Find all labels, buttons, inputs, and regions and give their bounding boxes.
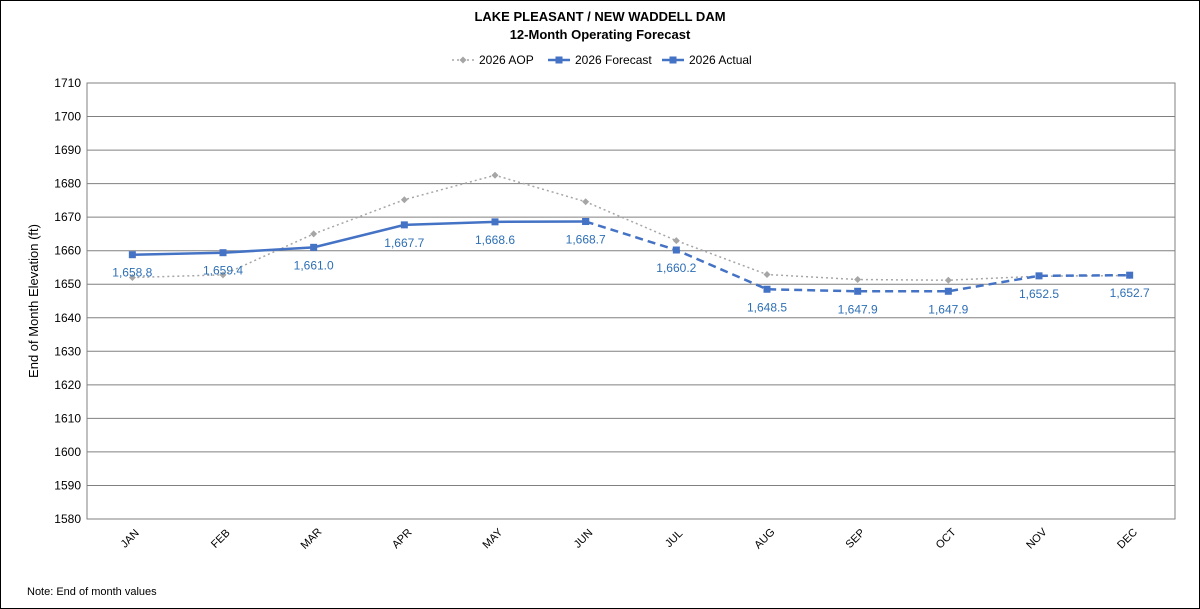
legend: 2026 AOP 2026 Forecast 2026 Actual (452, 53, 752, 67)
data-label: 1,658.8 (112, 266, 152, 280)
data-point (400, 221, 408, 229)
chart-title: LAKE PLEASANT / NEW WADDELL DAM (474, 9, 725, 24)
data-point (128, 274, 136, 282)
y-tick-label: 1680 (54, 177, 81, 191)
data-point (310, 243, 318, 251)
data-point (669, 56, 677, 64)
y-tick-label: 1580 (54, 512, 81, 526)
data-point (219, 271, 227, 279)
legend-item: 2026 Forecast (548, 53, 652, 67)
y-tick-label: 1660 (54, 244, 81, 258)
y-tick-label: 1670 (54, 210, 81, 224)
data-point (400, 196, 408, 204)
x-tick-label: MAR (299, 526, 325, 552)
y-tick-label: 1620 (54, 378, 81, 392)
data-label: 1,652.7 (1110, 286, 1150, 300)
x-tick-label: DEC (1115, 526, 1140, 551)
y-axis-label: End of Month Elevation (ft) (26, 224, 41, 378)
data-point (672, 237, 680, 245)
data-label: 1,652.5 (1019, 287, 1059, 301)
x-axis-ticks: JAN FEB MAR APR MAY JUN JUL AUG SEP OCT NOV DEC (119, 526, 1140, 552)
y-tick-label: 1690 (54, 143, 81, 157)
y-tick-label: 1610 (54, 411, 81, 425)
legend-label: 2026 Forecast (575, 53, 652, 67)
data-point (491, 218, 499, 226)
grid (87, 82, 1175, 520)
data-point (459, 56, 467, 64)
y-tick-label: 1650 (54, 277, 81, 291)
data-point (854, 287, 862, 295)
data-point (854, 276, 862, 284)
data-point (672, 246, 680, 254)
data-point (944, 276, 952, 284)
x-tick-label: SEP (844, 527, 868, 551)
data-point (944, 287, 952, 295)
data-point (763, 271, 771, 279)
data-point (310, 230, 318, 238)
data-point (582, 218, 590, 226)
x-tick-label: JUN (572, 527, 596, 551)
series-line (132, 220, 586, 256)
data-label: 1,647.9 (928, 302, 968, 316)
data-label: 1,648.5 (747, 300, 787, 314)
x-tick-label: APR (390, 527, 415, 552)
x-tick-label: JAN (119, 527, 142, 550)
plot-area (86, 82, 1176, 520)
legend-label: 2026 Actual (689, 53, 752, 67)
data-point (763, 285, 771, 293)
data-point (491, 171, 499, 179)
y-tick-label: 1590 (54, 478, 81, 492)
x-tick-label: OCT (934, 526, 959, 551)
x-tick-label: NOV (1024, 526, 1050, 552)
data-point (582, 198, 590, 206)
y-tick-label: 1710 (54, 76, 81, 90)
y-tick-label: 1600 (54, 445, 81, 459)
legend-label: 2026 AOP (479, 53, 534, 67)
data-label: 1,667.7 (384, 236, 424, 250)
x-tick-label: FEB (209, 527, 233, 551)
legend-item: 2026 AOP (452, 53, 534, 67)
data-point (128, 251, 136, 259)
data-point (1126, 271, 1134, 279)
data-label: 1,660.2 (656, 261, 696, 275)
data-label: 1,668.6 (475, 233, 515, 247)
data-label: 1,668.7 (566, 233, 606, 247)
x-tick-label: JUL (663, 528, 685, 550)
data-point (555, 56, 563, 64)
data-label: 1,659.4 (203, 264, 243, 278)
footnote: Note: End of month values (27, 586, 157, 598)
data-labels: 1,658.8 1,659.4 1,661.0 1,667.7 1,668.6 1,668… (112, 233, 1150, 317)
y-tick-label: 1640 (54, 311, 81, 325)
series-layer (128, 171, 1134, 295)
legend-item: 2026 Actual (662, 53, 752, 67)
y-axis-ticks: 1580 1590 1600 1610 1620 1630 1640 1650 1660 1670… (54, 76, 81, 526)
x-tick-label: AUG (752, 526, 777, 551)
data-label: 1,661.0 (294, 258, 334, 272)
data-point (219, 249, 227, 257)
data-label: 1,647.9 (838, 302, 878, 316)
y-tick-label: 1700 (54, 110, 81, 124)
y-tick-label: 1630 (54, 344, 81, 358)
x-tick-label: MAY (480, 526, 505, 551)
chart-subtitle: 12-Month Operating Forecast (510, 27, 691, 42)
data-point (1035, 272, 1043, 280)
series-2026-actual (128, 218, 590, 259)
